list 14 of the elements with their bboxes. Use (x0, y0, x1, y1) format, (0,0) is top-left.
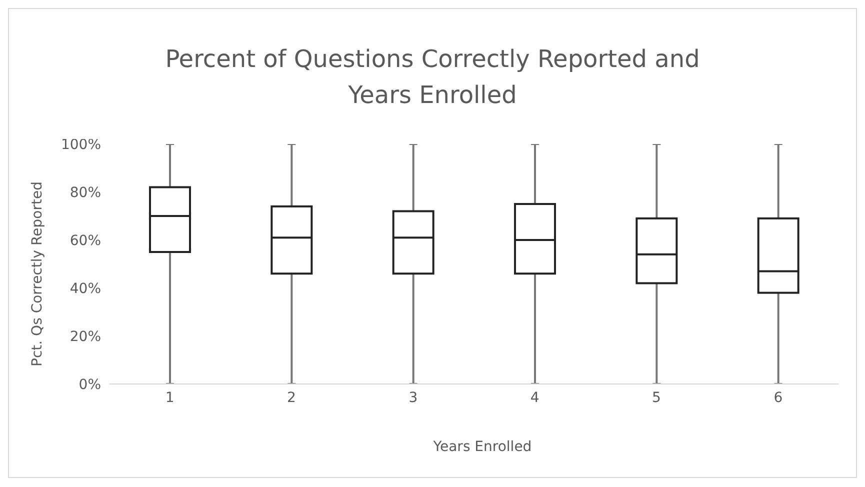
x-tick-label: 4 (530, 390, 540, 406)
chart-title: Percent of Questions Correctly Reported and Years Enrolled (164, 44, 701, 111)
y-axis-title: Pct. Qs Correctly Reported (29, 182, 45, 366)
x-tick-label: 3 (408, 390, 418, 406)
x-tick-label: 2 (287, 390, 296, 406)
x-tick-label: 6 (774, 390, 783, 406)
x-tick-label: 1 (165, 390, 174, 406)
x-axis-title: Years Enrolled (432, 439, 533, 455)
y-tick-label: 60% (70, 232, 101, 249)
y-tick-label: 40% (70, 280, 101, 297)
y-tick-label: 0% (78, 376, 101, 393)
x-tick-label: 5 (652, 390, 661, 406)
y-tick-label: 80% (70, 184, 101, 201)
y-tick-label: 20% (70, 328, 101, 345)
